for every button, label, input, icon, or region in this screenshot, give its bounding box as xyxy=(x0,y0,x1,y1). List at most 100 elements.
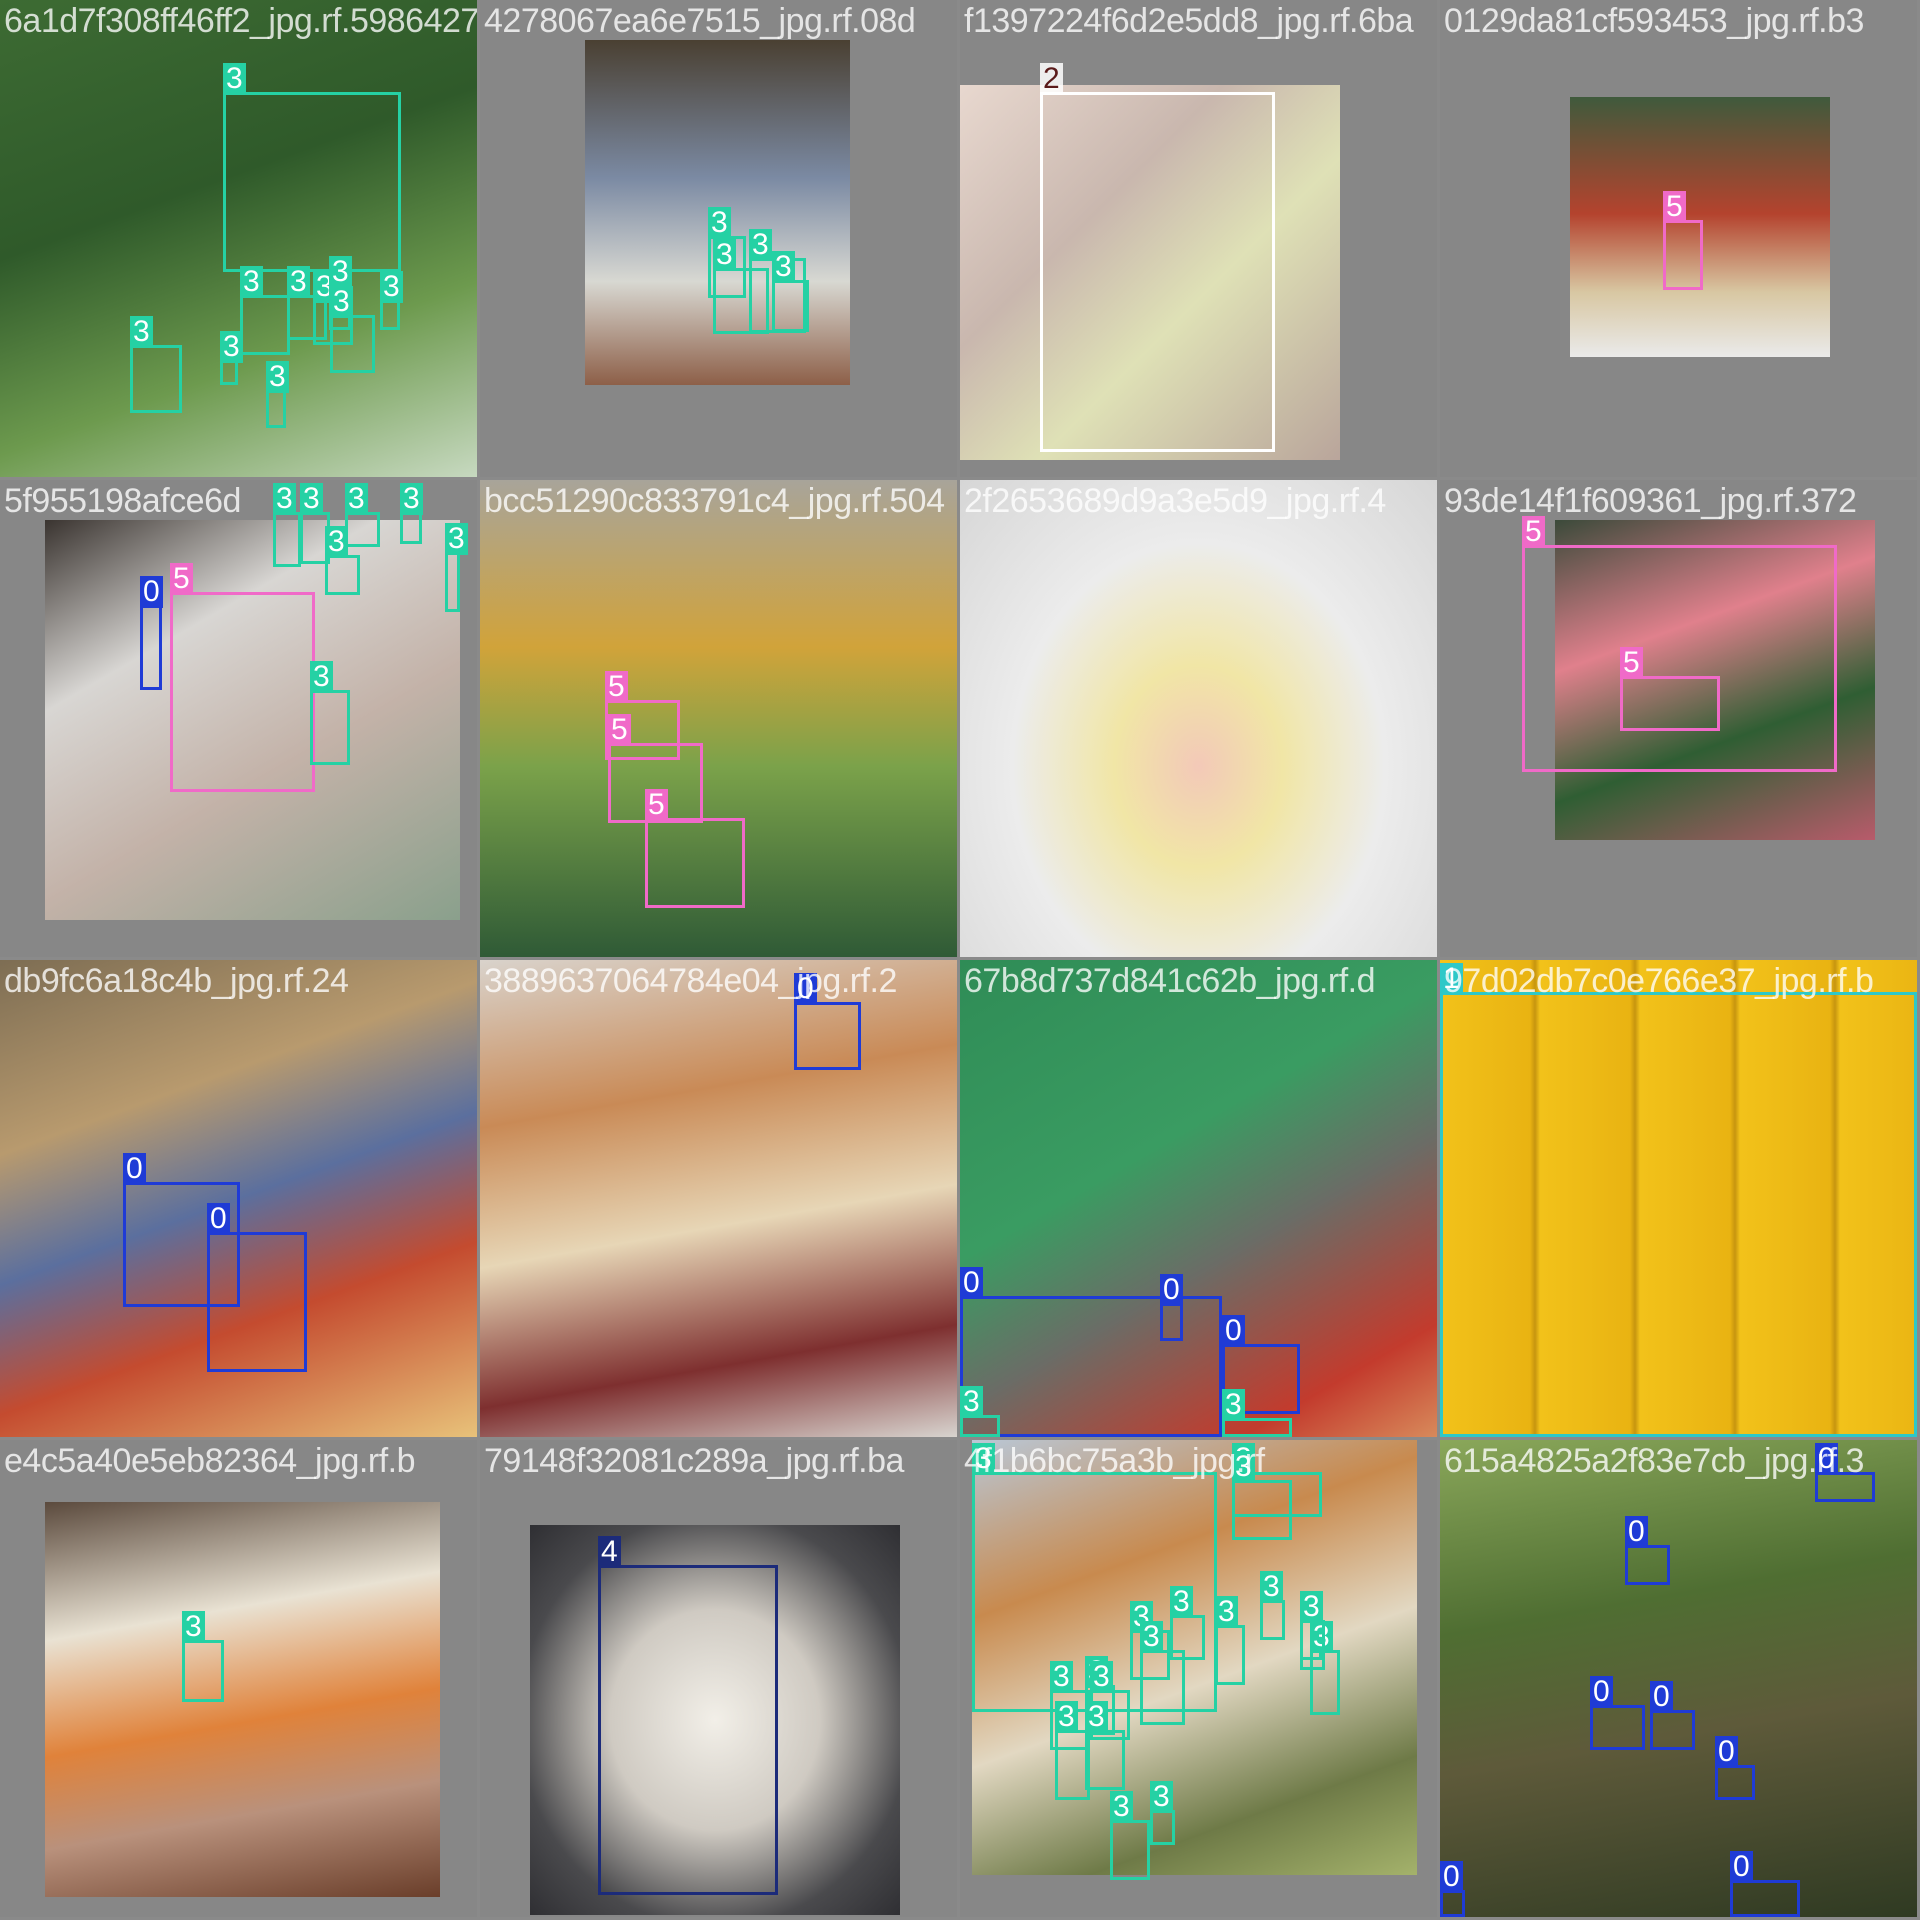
box-class-label: 2 xyxy=(1040,63,1063,95)
box-class-label: 5 xyxy=(608,714,631,746)
box-class-label: 0 xyxy=(207,1203,230,1235)
tile-filename: 0129da81cf593453_jpg.rf.b3 xyxy=(1444,2,1864,40)
bounding-box: 3 xyxy=(345,483,380,547)
box-class-label: 3 xyxy=(960,1386,983,1418)
tile-filename: bcc51290c833791c4_jpg.rf.504 xyxy=(484,482,945,520)
box-class-label: 3 xyxy=(130,316,153,348)
bounding-box: 2 xyxy=(1040,63,1275,452)
tile-photo xyxy=(960,85,1340,460)
mosaic-tile: 615a4825a2f83e7cb_jpg.rf.3 0 0 0 0 0 0 0 xyxy=(1440,1440,1917,1917)
bounding-box: 3 xyxy=(1300,1591,1325,1670)
bounding-box: 0 xyxy=(960,1267,1222,1437)
bounding-box: 3 xyxy=(220,331,243,385)
box-class-label: 3 xyxy=(380,271,403,303)
box-class-label: 0 xyxy=(1222,1315,1245,1347)
bounding-box: 3 xyxy=(130,316,182,413)
bounding-box: 3 xyxy=(1170,1586,1205,1660)
box-class-label: 3 xyxy=(1260,1571,1283,1603)
box-class-label: 0 xyxy=(1730,1851,1753,1883)
box-class-label: 3 xyxy=(708,207,731,239)
box-class-label: 3 xyxy=(1055,1701,1078,1733)
mosaic-tile: f1397224f6d2e5dd8_jpg.rf.6ba 2 xyxy=(960,0,1437,477)
bounding-box: 3 xyxy=(240,266,290,355)
bounding-box: 3 xyxy=(1140,1621,1185,1725)
bounding-box: 3 xyxy=(445,523,468,612)
bounding-box: 3 xyxy=(287,266,327,340)
tile-photo xyxy=(1440,960,1917,1437)
bounding-box: 3 xyxy=(1150,1781,1175,1845)
box-class-label: 3 xyxy=(749,229,772,261)
tile-photo xyxy=(960,960,1437,1437)
box-class-label: 4 xyxy=(598,1536,621,1568)
box-class-label: 0 xyxy=(960,1267,983,1299)
tile-filename: f1397224f6d2e5dd8_jpg.rf.6ba xyxy=(964,2,1414,40)
bounding-box: 3 xyxy=(1260,1571,1285,1640)
mosaic-tile: 97d02db7c0e766e37_jpg.rf.b 1 xyxy=(1440,960,1917,1437)
box-class-label: 0 xyxy=(794,973,817,1005)
box-class-label: 0 xyxy=(1715,1736,1738,1768)
bounding-box: 3 xyxy=(223,63,401,272)
mosaic-tile: 5f955198afce6d 3 3 3 3 3 3 0 5 3 xyxy=(0,480,477,957)
box-class-label: 3 xyxy=(325,526,348,558)
bounding-box: 3 xyxy=(1055,1701,1090,1800)
bounding-box: 3 xyxy=(325,526,360,595)
bounding-box: 0 xyxy=(1815,1443,1875,1502)
tile-filename: 2f2653689d9a3e5d9_jpg.rf.4 xyxy=(964,482,1386,520)
bounding-box: 5 xyxy=(170,563,315,792)
bounding-box: 3 xyxy=(1085,1701,1125,1790)
box-class-label: 3 xyxy=(1300,1591,1323,1623)
bounding-box: 3 xyxy=(266,361,289,428)
box-class-label: 3 xyxy=(1232,1451,1255,1483)
box-class-label: 3 xyxy=(310,661,333,693)
mosaic-tile: db9fc6a18c4b_jpg.rf.24 0 0 xyxy=(0,960,477,1437)
box-class-label: 0 xyxy=(1815,1443,1838,1475)
bounding-box: 5 xyxy=(1663,191,1703,290)
tile-photo xyxy=(960,480,1437,957)
tile-photo xyxy=(480,480,957,957)
bounding-box: 5 xyxy=(608,714,703,823)
box-class-label: 3 xyxy=(1050,1661,1073,1693)
box-class-label: 3 xyxy=(1110,1791,1133,1823)
bounding-box: 3 xyxy=(380,271,403,330)
mosaic-tile: 0129da81cf593453_jpg.rf.b3 5 xyxy=(1440,0,1917,477)
box-class-label: 3 xyxy=(972,1443,995,1475)
box-class-label: 5 xyxy=(1522,516,1545,548)
tile-filename: e4c5a40e5eb82364_jpg.rf.b xyxy=(4,1442,416,1480)
bounding-box: 3 xyxy=(1310,1621,1340,1715)
bounding-box: 3 xyxy=(960,1386,1000,1437)
mosaic-tile: 4f1b6bc75a3b_jpg.rf333333333333333333 xyxy=(960,1440,1437,1917)
box-class-label: 3 xyxy=(1170,1586,1193,1618)
box-class-label: 3 xyxy=(1222,1389,1245,1421)
tile-photo xyxy=(1440,1440,1917,1917)
tile-filename: 615a4825a2f83e7cb_jpg.rf.3 xyxy=(1444,1442,1864,1480)
mosaic-tile: 2f2653689d9a3e5d9_jpg.rf.4 xyxy=(960,480,1437,957)
tile-filename: 4f1b6bc75a3b_jpg.rf xyxy=(964,1442,1265,1480)
tile-photo xyxy=(45,1502,440,1897)
bounding-box: 0 xyxy=(1730,1851,1800,1917)
bounding-box: 0 xyxy=(1160,1274,1183,1341)
bounding-box: 3 xyxy=(182,1611,224,1702)
box-class-label: 5 xyxy=(1663,191,1686,223)
box-class-label: 3 xyxy=(1310,1621,1333,1653)
box-class-label: 3 xyxy=(330,286,353,318)
tile-photo xyxy=(1555,520,1875,840)
tile-photo xyxy=(45,520,460,920)
box-class-label: 3 xyxy=(772,251,795,283)
box-class-label: 5 xyxy=(645,789,668,821)
bounding-box: 3 xyxy=(713,239,769,334)
box-class-label: 3 xyxy=(273,483,296,515)
bounding-box: 3 xyxy=(330,286,375,373)
bounding-box: 5 xyxy=(645,789,745,908)
box-class-label: 3 xyxy=(1140,1621,1163,1653)
box-class-label: 0 xyxy=(1440,1861,1463,1893)
bounding-box: 3 xyxy=(1215,1596,1245,1685)
bounding-box: 0 xyxy=(207,1203,307,1372)
box-class-label: 0 xyxy=(1590,1676,1613,1708)
bounding-box: 3 xyxy=(1232,1451,1292,1540)
bounding-box: 0 xyxy=(1715,1736,1755,1800)
box-class-label: 3 xyxy=(182,1611,205,1643)
tile-filename: 3889637064784e04_jpg.rf.2 xyxy=(484,962,897,1000)
mosaic-tile: e4c5a40e5eb82364_jpg.rf.b 3 xyxy=(0,1440,477,1917)
box-class-label: 3 xyxy=(220,331,243,363)
tile-filename: 5f955198afce6d xyxy=(4,482,241,520)
